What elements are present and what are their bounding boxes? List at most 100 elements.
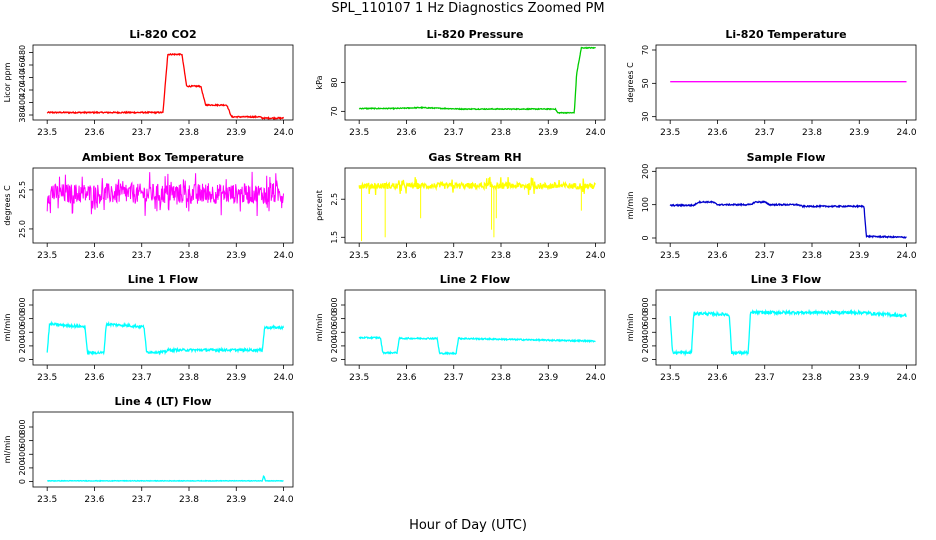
x-tick-label: 23.7: [755, 251, 775, 261]
x-tick-label: 23.5: [349, 128, 369, 138]
x-tick-label: 23.7: [444, 128, 464, 138]
x-tick-label: 23.6: [84, 128, 104, 138]
x-tick-label: 23.6: [707, 251, 727, 261]
x-tick-label: 24.0: [586, 251, 606, 261]
y-axis-label: ml/min: [3, 436, 12, 464]
panel-7: Line 1 Flow ml/min 23.5 23.6 23.7 23.8 23.9 24.…: [3, 273, 294, 383]
y-axis-label: ml/min: [626, 314, 635, 342]
series-line: [46, 52, 285, 121]
x-tick-label: 23.9: [538, 251, 558, 261]
y-axis-label: ml/min: [626, 192, 635, 220]
y-tick-label: 25.0: [18, 220, 27, 238]
x-tick-label: 23.6: [707, 128, 727, 138]
x-tick-label: 23.7: [444, 373, 464, 383]
panel-6: Sample Flow ml/min 23.5 23.6 23.7 23.8 23.9 24.…: [626, 151, 917, 261]
x-tick-label: 23.7: [755, 128, 775, 138]
y-axis-label: ml/min: [315, 314, 324, 342]
x-tick-label: 23.5: [37, 495, 57, 505]
x-tick-label: 23.8: [802, 128, 822, 138]
y-axis-label: kPa: [315, 75, 324, 89]
panel-title: Line 4 (LT) Flow: [115, 395, 212, 408]
x-tick-label: 23.6: [84, 373, 104, 383]
y-tick-label: 200: [330, 338, 339, 353]
x-tick-label: 23.8: [179, 495, 199, 505]
x-tick-label: 23.7: [132, 128, 152, 138]
x-tick-label: 23.7: [755, 373, 775, 383]
plot-frame: [344, 167, 606, 244]
x-tick-label: 23.7: [132, 251, 152, 261]
x-tick-label: 23.8: [802, 251, 822, 261]
x-tick-label: 23.5: [37, 128, 57, 138]
x-axis-label: Hour of Day (UTC): [409, 518, 527, 533]
x-tick-label: 23.5: [37, 373, 57, 383]
x-tick-label: 23.9: [226, 373, 246, 383]
y-tick-label: 50: [641, 78, 650, 88]
panel-1: Li-820 CO2 Licor ppm 23.5 23.6 23.7 23.8 23.9 2…: [3, 28, 294, 138]
series-line: [358, 335, 596, 356]
y-tick-label: 400: [330, 325, 339, 340]
plot-frame: [32, 411, 294, 488]
y-tick-label: 800: [18, 297, 27, 312]
x-tick-label: 24.0: [274, 128, 294, 138]
y-tick-label: 0: [641, 357, 650, 362]
series-line: [47, 475, 284, 483]
plot-frame: [32, 289, 294, 366]
plot-frame: [655, 167, 917, 244]
panel-title: Line 2 Flow: [440, 273, 510, 286]
x-tick-label: 23.8: [491, 128, 511, 138]
x-tick-label: 23.5: [660, 373, 680, 383]
y-tick-label: 420: [18, 82, 27, 97]
x-tick-label: 23.9: [538, 128, 558, 138]
series-line: [46, 171, 284, 217]
panel-title: Li-820 CO2: [129, 28, 196, 41]
y-tick-label: 0: [641, 235, 650, 240]
series-line: [358, 46, 596, 115]
figure-title: SPL_110107 1 Hz Diagnostics Zoomed PM: [331, 1, 605, 16]
x-tick-label: 23.9: [226, 128, 246, 138]
panel-4: Ambient Box Temperature degrees C 23.5 23.6…: [3, 151, 294, 261]
y-tick-label: 600: [641, 311, 650, 326]
y-tick-label: 25.5: [18, 181, 27, 199]
y-tick-label: 2.5: [330, 193, 339, 206]
series-line: [46, 320, 285, 356]
y-tick-label: 200: [18, 338, 27, 353]
y-axis-label: degrees C: [626, 62, 635, 103]
panel-10: Line 4 (LT) Flow ml/min 23.5 23.6 23.7 23.8 23…: [3, 395, 294, 505]
y-tick-label: 600: [18, 433, 27, 448]
y-tick-label: 0: [18, 479, 27, 484]
x-tick-label: 23.7: [132, 495, 152, 505]
x-tick-label: 24.0: [897, 128, 917, 138]
y-tick-label: 460: [18, 57, 27, 72]
plot-frame: [32, 167, 294, 244]
x-tick-label: 23.6: [84, 495, 104, 505]
y-axis-label: ml/min: [3, 314, 12, 342]
x-tick-label: 24.0: [586, 373, 606, 383]
plot-frame: [655, 44, 917, 121]
y-tick-label: 200: [641, 338, 650, 353]
y-tick-label: 100: [641, 197, 650, 212]
x-tick-label: 23.5: [349, 373, 369, 383]
panel-title: Sample Flow: [747, 151, 826, 164]
y-tick-label: 30: [641, 112, 650, 122]
x-tick-label: 23.8: [802, 373, 822, 383]
x-tick-label: 23.5: [660, 128, 680, 138]
plot-frame: [344, 289, 606, 366]
x-tick-label: 23.9: [849, 251, 869, 261]
y-tick-label: 400: [18, 447, 27, 462]
x-tick-label: 23.9: [226, 251, 246, 261]
panel-3: Li-820 Temperature degrees C 23.5 23.6 23.7 2…: [626, 28, 917, 138]
plot-frame: [655, 289, 917, 366]
y-tick-label: 600: [18, 311, 27, 326]
y-tick-label: 400: [641, 325, 650, 340]
panel-title: Gas Stream RH: [428, 151, 521, 164]
y-tick-label: 70: [641, 45, 650, 55]
x-tick-label: 23.8: [491, 251, 511, 261]
x-tick-label: 23.5: [660, 251, 680, 261]
y-tick-label: 480: [18, 45, 27, 60]
panel-5: Gas Stream RH percent 23.5 23.6 23.7 23.8 23.9…: [315, 151, 606, 261]
y-tick-label: 600: [330, 311, 339, 326]
y-axis-label: degrees C: [3, 185, 12, 226]
x-tick-label: 23.5: [349, 251, 369, 261]
